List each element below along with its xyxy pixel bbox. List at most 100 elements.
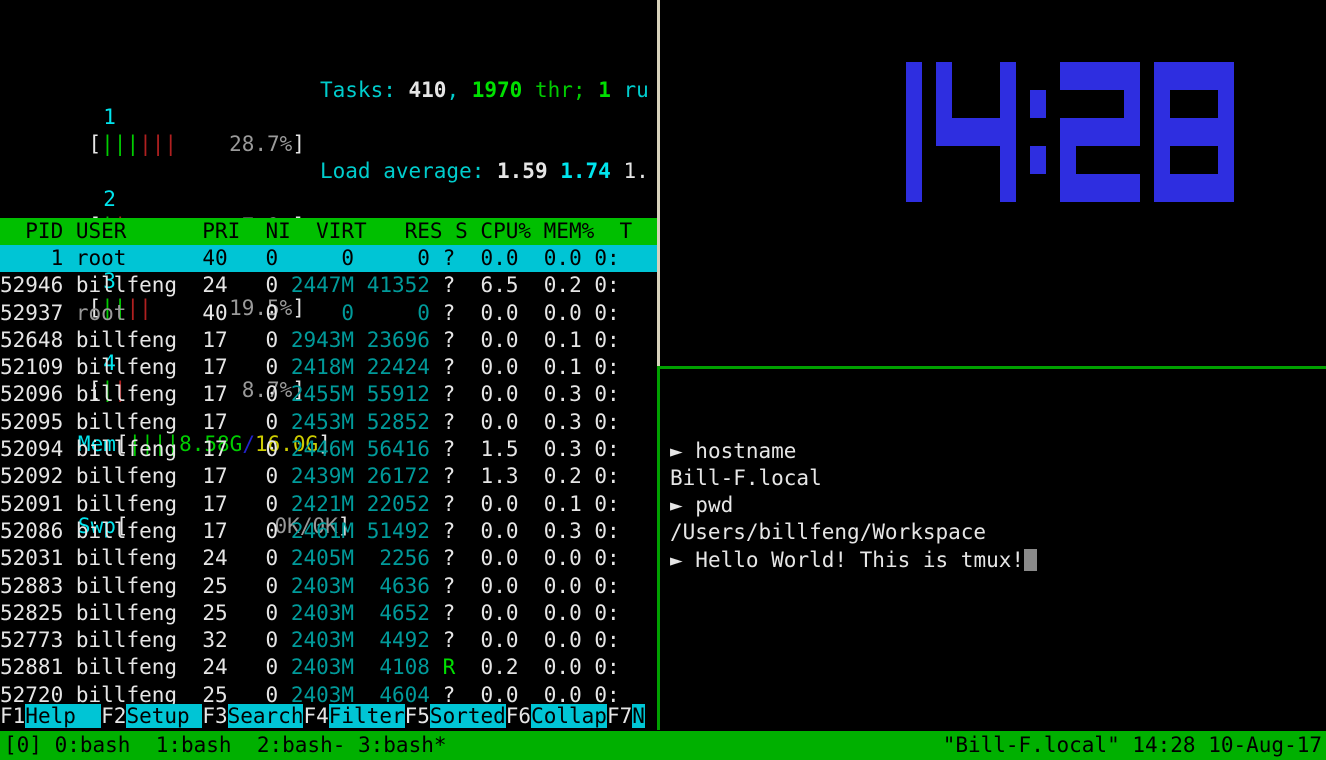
fkey-label-f3[interactable]: Search (227, 704, 304, 728)
cell-gap (278, 574, 291, 598)
table-row[interactable]: 52031 billfeng 24 0 2405M 2256 ? 0.0 0.0… (0, 545, 657, 572)
table-row[interactable]: 52946 billfeng 24 0 2447M 41352 ? 6.5 0.… (0, 272, 657, 299)
cell-gap (63, 382, 76, 406)
table-row[interactable]: 52109 billfeng 17 0 2418M 22424 ? 0.0 0.… (0, 354, 657, 381)
cell-gap (582, 601, 595, 625)
load-average-label: Load average: (320, 159, 498, 184)
fkey-number-f7[interactable]: F7 (606, 704, 633, 728)
cell-mem: 0.0 (531, 628, 582, 653)
fkey-label-f4[interactable]: Filter (328, 704, 405, 728)
cell-user: billfeng (75, 437, 190, 462)
table-row[interactable]: 52086 billfeng 17 0 2461M 51492 ? 0.0 0.… (0, 518, 657, 545)
cell-mem: 0.0 (531, 246, 582, 270)
table-row[interactable]: 52825 billfeng 25 0 2403M 4652 ? 0.0 0.0… (0, 600, 657, 627)
cpu-meter-label: 4 (103, 350, 116, 375)
cell-res: 4604 (366, 682, 430, 707)
cell-virt: 2421M (290, 491, 355, 516)
fkey-label-f2[interactable]: Setup (126, 704, 203, 728)
tmux-status-bar[interactable]: [0] 0:bash 1:bash 2:bash- 3:bash* "Bill-… (0, 731, 1326, 760)
table-row[interactable]: 52092 billfeng 17 0 2439M 26172 ? 1.3 0.… (0, 463, 657, 490)
load-average-row: Load average: 1.59 1.74 1. (320, 158, 660, 185)
table-row[interactable]: 52096 billfeng 17 0 2455M 55912 ? 0.0 0.… (0, 381, 657, 408)
tmux-window-list[interactable]: [0] 0:bash 1:bash 2:bash- 3:bash* (4, 733, 447, 757)
process-table-header[interactable]: PID USER PRI NI VIRT RES S CPU% MEM% T (0, 218, 657, 245)
cell-mem: 0.3 (531, 382, 582, 407)
bash-line-text: pwd (695, 493, 734, 518)
mem-meter-row: Mem[||||8.58G/16.0G] (0, 404, 657, 456)
cell-gap (582, 382, 595, 406)
function-key-bar[interactable]: F1Help F2Setup F3SearchF4FilterF5SortedF… (0, 703, 657, 730)
cell-gap (278, 601, 291, 625)
table-row[interactable]: 52881 billfeng 24 0 2403M 4108 R 0.2 0.0… (0, 654, 657, 681)
cell-pri: 24 (189, 546, 228, 571)
cell-pri: 17 (189, 491, 228, 516)
cell-mem: 0.0 (531, 546, 582, 571)
cell-gap (455, 301, 468, 325)
tmux-clock-pane[interactable] (662, 0, 1326, 366)
table-row[interactable]: 52648 billfeng 17 0 2943M 23696 ? 0.0 0.… (0, 327, 657, 354)
fkey-label-f6[interactable]: Collap (531, 704, 607, 728)
cell-gap (430, 246, 443, 270)
cell-gap (63, 601, 76, 625)
cell-pri: 25 (189, 573, 228, 598)
table-row[interactable]: 52883 billfeng 25 0 2403M 4636 ? 0.0 0.0… (0, 573, 657, 600)
cell-state: R (442, 655, 456, 680)
mem-separator: / (242, 432, 255, 457)
table-row[interactable]: 52094 billfeng 17 0 2446M 56416 ? 1.5 0.… (0, 436, 657, 463)
process-table-body[interactable]: 1 root 40 0 0 0 ? 0.0 0.0 0: 52946 billfe… (0, 245, 657, 709)
htop-pane[interactable]: 1 [|||||| 28.7%] 2 [|| 7.9%] 3 [|||| 19.… (0, 0, 657, 730)
fkey-number-f1[interactable]: F1 (0, 704, 26, 728)
table-row[interactable]: 52091 billfeng 17 0 2421M 22052 ? 0.0 0.… (0, 491, 657, 518)
table-row[interactable]: 1 root 40 0 0 0 ? 0.0 0.0 0: (0, 245, 657, 273)
cell-pid: 52094 (0, 437, 64, 462)
cell-mem: 0.2 (531, 273, 582, 298)
table-row[interactable]: 52720 billfeng 25 0 2403M 4604 ? 0.0 0.0… (0, 682, 657, 709)
cell-virt: 2446M (290, 437, 355, 462)
fkey-number-f5[interactable]: F5 (404, 704, 430, 728)
fkey-number-f2[interactable]: F2 (101, 704, 127, 728)
cell-ni: 0 (227, 409, 279, 434)
bash-pane[interactable]: ► hostname Bill-F.local ► pwd/Users/billfe… (662, 368, 1326, 730)
cell-state: ? (442, 600, 456, 625)
cell-pri: 24 (189, 655, 228, 680)
fkey-label-f5[interactable]: Sorted (429, 704, 506, 728)
bash-command-line: ► hostname (670, 438, 1326, 465)
table-row[interactable]: 52773 billfeng 32 0 2403M 4492 ? 0.0 0.0… (0, 627, 657, 654)
cell-gap (278, 301, 291, 325)
cpu-bar-red: | (113, 377, 127, 402)
mem-used-value: 8.58G (179, 432, 243, 457)
cpu-bar-red: || (126, 295, 152, 320)
table-row[interactable]: 52937 root 40 0 0 0 ? 0.0 0.0 0: (0, 300, 657, 327)
cell-gap (582, 492, 595, 516)
cell-virt: 2403M (290, 655, 355, 680)
cpu-meter-percent: 28.7% (229, 132, 293, 157)
cell-gap (582, 628, 595, 652)
mem-total-value: 16.0G (254, 432, 319, 457)
cell-gap (518, 628, 531, 652)
cell-gap (582, 246, 595, 270)
cell-virt: 2405M (290, 546, 355, 571)
cell-user: billfeng (75, 464, 190, 489)
table-row[interactable]: 52095 billfeng 17 0 2453M 52852 ? 0.0 0.… (0, 409, 657, 436)
cell-time: 0: (594, 409, 620, 434)
cell-gap (430, 628, 443, 652)
fkey-number-f6[interactable]: F6 (505, 704, 532, 728)
fkey-label-f1[interactable]: Help (25, 704, 102, 728)
meter-bracket-open: [ (75, 377, 102, 402)
cell-time: 0: (594, 382, 620, 407)
cell-ni: 0 (227, 546, 279, 571)
cell-pid: 1 (0, 246, 64, 270)
cell-pid: 52031 (0, 546, 64, 571)
cell-time: 0: (594, 300, 620, 325)
fkey-label-f7[interactable]: N (632, 704, 645, 728)
cell-user: billfeng (75, 491, 190, 516)
cell-gap (582, 574, 595, 598)
cell-gap (582, 328, 595, 352)
cell-gap (455, 246, 468, 270)
fkey-number-f4[interactable]: F4 (303, 704, 329, 728)
fkey-number-f3[interactable]: F3 (202, 704, 228, 728)
cell-pid: 52095 (0, 409, 64, 434)
load-5min: 1.74 (560, 159, 611, 184)
cell-gap (354, 246, 367, 270)
cell-user: billfeng (75, 546, 190, 571)
